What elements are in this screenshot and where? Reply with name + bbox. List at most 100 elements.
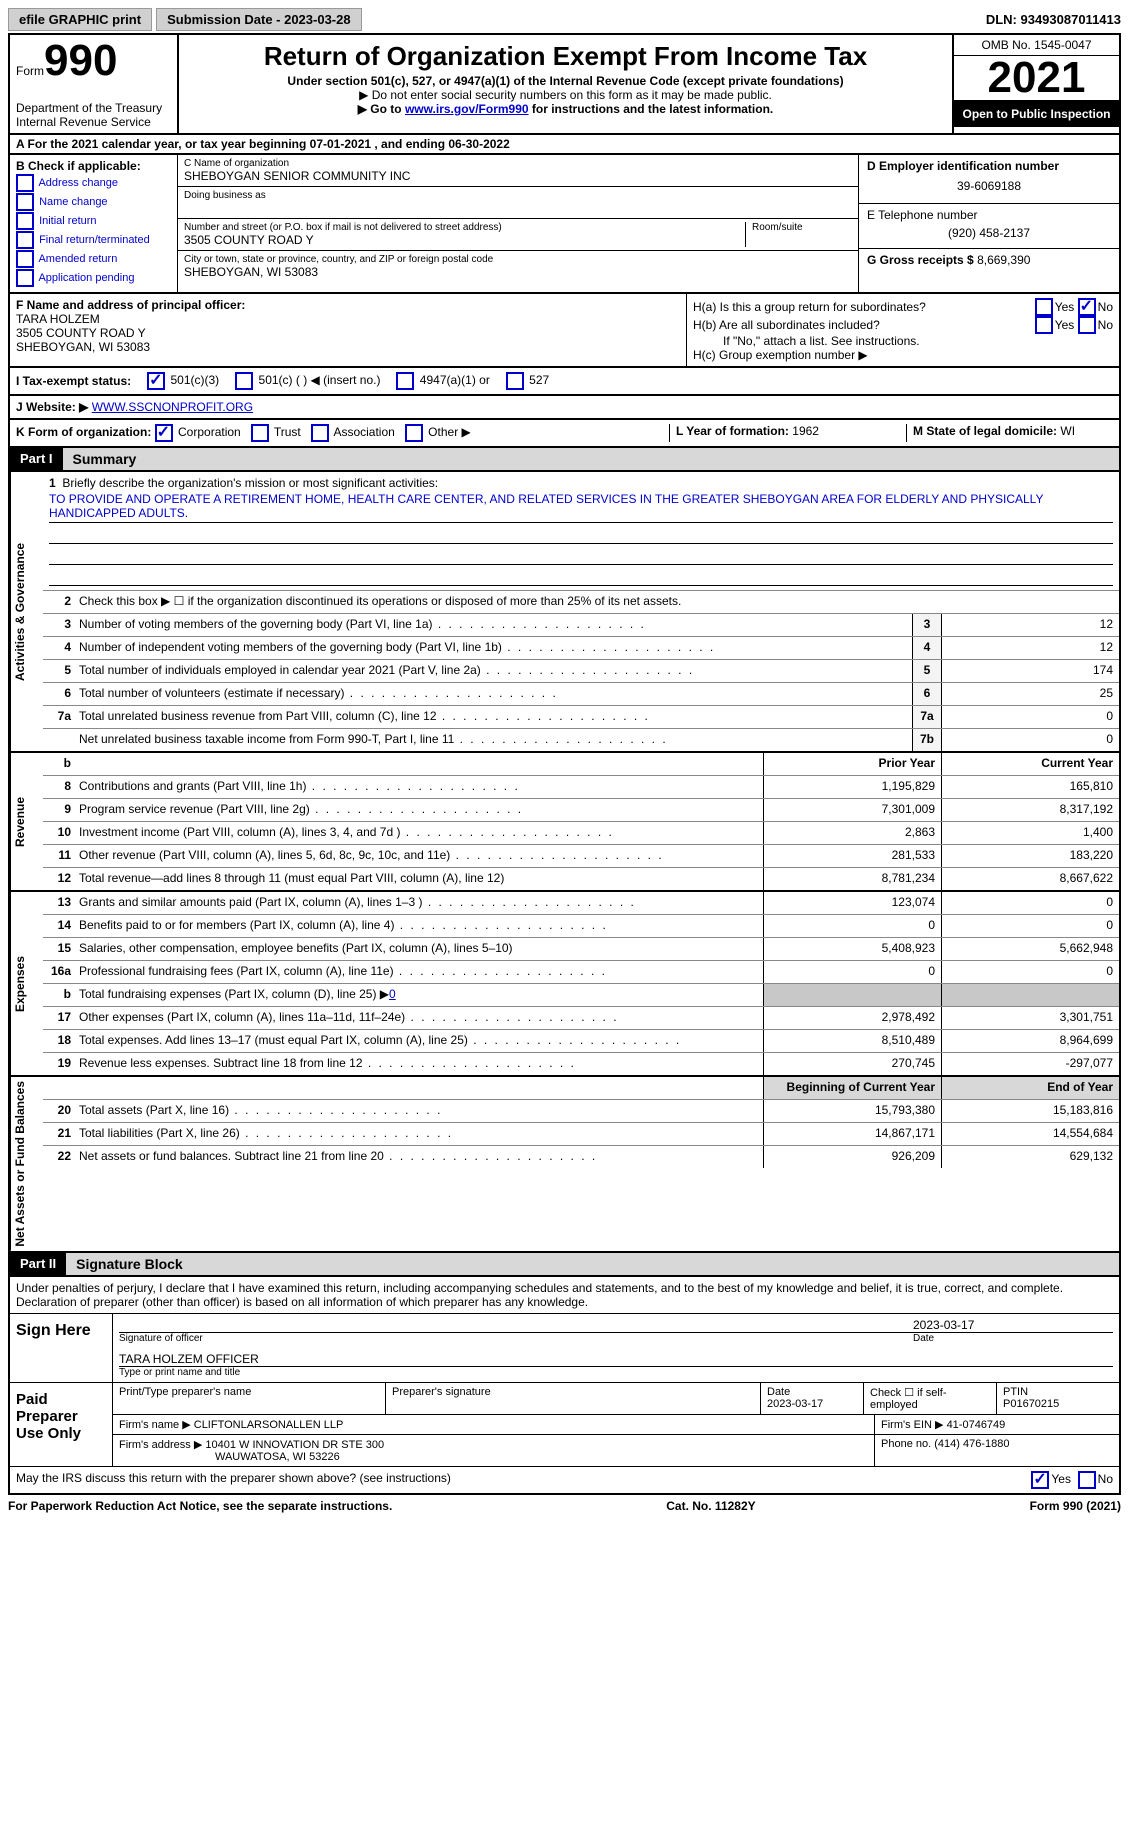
527-check[interactable]	[506, 372, 524, 390]
line-j: J Website: ▶ WWW.SSCNONPROFIT.ORG	[8, 396, 1121, 420]
exp-vlabel: Expenses	[10, 892, 43, 1075]
q1-label: Briefly describe the organization's miss…	[62, 476, 438, 490]
q3-text: Number of voting members of the governin…	[75, 614, 912, 636]
initial-return-check[interactable]	[16, 212, 34, 230]
v7a: 0	[941, 706, 1119, 728]
firm-phone: (414) 476-1880	[934, 1438, 1009, 1450]
ha-label: H(a) Is this a group return for subordin…	[693, 300, 1035, 314]
tax-year: 2021	[954, 56, 1119, 101]
efile-button[interactable]: efile GRAPHIC print	[8, 8, 152, 31]
prior-year-hdr: Prior Year	[763, 753, 941, 775]
irs-link[interactable]: www.irs.gov/Form990	[405, 102, 529, 116]
g-gross-label: G Gross receipts $	[867, 253, 974, 267]
goto-pre: ▶ Go to	[358, 102, 405, 116]
hc-label: H(c) Group exemption number ▶	[693, 348, 1113, 362]
inspection-label: Open to Public Inspection	[954, 101, 1119, 127]
city-state-zip: SHEBOYGAN, WI 53083	[184, 265, 852, 279]
q5-text: Total number of individuals employed in …	[75, 660, 912, 682]
firm-addr1: 10401 W INNOVATION DR STE 300	[205, 1439, 384, 1451]
phone-value: (920) 458-2137	[867, 222, 1111, 244]
section-f-h: F Name and address of principal officer:…	[8, 294, 1121, 368]
penalty-text: Under penalties of perjury, I declare th…	[10, 1277, 1119, 1313]
q7a-text: Total unrelated business revenue from Pa…	[75, 706, 912, 728]
pra-notice: For Paperwork Reduction Act Notice, see …	[8, 1499, 392, 1513]
form-header: Form990 Department of the Treasury Inter…	[8, 33, 1121, 135]
city-label: City or town, state or province, country…	[184, 254, 852, 265]
line-a: A For the 2021 calendar year, or tax yea…	[8, 135, 1121, 155]
discuss-no-check[interactable]	[1078, 1471, 1096, 1489]
rev-vlabel: Revenue	[10, 753, 43, 890]
org-name: SHEBOYGAN SENIOR COMMUNITY INC	[184, 169, 852, 183]
website-link[interactable]: WWW.SSCNONPROFIT.ORG	[92, 400, 253, 414]
ha-yes-check[interactable]	[1035, 298, 1053, 316]
street-address: 3505 COUNTY ROAD Y	[184, 233, 745, 247]
discuss-text: May the IRS discuss this return with the…	[16, 1471, 1031, 1489]
hb-yes-check[interactable]	[1035, 316, 1053, 334]
officer-name-title: TARA HOLZEM OFFICER	[119, 1352, 1113, 1367]
c-name-label: C Name of organization	[184, 158, 852, 169]
gross-receipts: 8,669,390	[977, 253, 1030, 267]
501c-check[interactable]	[235, 372, 253, 390]
4947-check[interactable]	[396, 372, 414, 390]
b-label: B Check if applicable:	[16, 159, 171, 173]
q6-text: Total number of volunteers (estimate if …	[75, 683, 912, 705]
domicile-state: WI	[1060, 424, 1075, 438]
i-label: I Tax-exempt status:	[16, 374, 131, 388]
form-label: Form	[16, 64, 44, 78]
q4-text: Number of independent voting members of …	[75, 637, 912, 659]
part2-title: Signature Block	[66, 1253, 1119, 1275]
curr-year-hdr: Current Year	[941, 753, 1119, 775]
fundraising-link[interactable]: 0	[389, 987, 396, 1001]
j-label: J Website: ▶	[16, 400, 88, 414]
ptin-value: P01670215	[1003, 1398, 1113, 1410]
form-ref: Form 990 (2021)	[1030, 1499, 1121, 1513]
final-return-check[interactable]	[16, 231, 34, 249]
activities-governance-section: Activities & Governance 1 Briefly descri…	[8, 472, 1121, 753]
suite-label: Room/suite	[752, 222, 852, 233]
top-bar: efile GRAPHIC print Submission Date - 20…	[8, 8, 1121, 31]
cat-number: Cat. No. 11282Y	[666, 1499, 755, 1513]
discuss-yes-check[interactable]	[1031, 1471, 1049, 1489]
ha-no-check[interactable]	[1078, 298, 1096, 316]
mission-text: TO PROVIDE AND OPERATE A RETIREMENT HOME…	[49, 490, 1113, 523]
dba-label: Doing business as	[184, 190, 852, 201]
form-number: 990	[44, 36, 117, 85]
q7b-text: Net unrelated business taxable income fr…	[75, 729, 912, 751]
type-name-label: Type or print name and title	[119, 1367, 1113, 1378]
firm-addr2: WAUWATOSA, WI 53226	[215, 1451, 340, 1463]
hb-note: If "No," attach a list. See instructions…	[693, 334, 1113, 348]
dln-label: DLN: 93493087011413	[986, 12, 1121, 27]
corp-check[interactable]	[155, 424, 173, 442]
goto-post: for instructions and the latest informat…	[529, 102, 774, 116]
officer-addr2: SHEBOYGAN, WI 53083	[16, 340, 680, 354]
officer-addr1: 3505 COUNTY ROAD Y	[16, 326, 680, 340]
part2-header: Part II Signature Block	[8, 1253, 1121, 1277]
bcy-hdr: Beginning of Current Year	[763, 1077, 941, 1099]
v5: 174	[941, 660, 1119, 682]
501c3-check[interactable]	[147, 372, 165, 390]
net-vlabel: Net Assets or Fund Balances	[10, 1077, 43, 1251]
addr-change-check[interactable]	[16, 174, 34, 192]
trust-check[interactable]	[251, 424, 269, 442]
part1-header: Part I Summary	[8, 448, 1121, 472]
app-pending-check[interactable]	[16, 269, 34, 287]
name-change-check[interactable]	[16, 193, 34, 211]
hb-no-check[interactable]	[1078, 316, 1096, 334]
k-label: K Form of organization:	[16, 425, 151, 439]
part2-tag: Part II	[10, 1253, 66, 1275]
net-assets-section: Net Assets or Fund Balances Beginning of…	[8, 1077, 1121, 1253]
expenses-section: Expenses 13Grants and similar amounts pa…	[8, 892, 1121, 1077]
amended-check[interactable]	[16, 250, 34, 268]
paid-preparer-label: Paid Preparer Use Only	[10, 1383, 113, 1466]
v7b: 0	[941, 729, 1119, 751]
part1-title: Summary	[63, 448, 1119, 470]
m-label: M State of legal domicile:	[913, 424, 1057, 438]
dept-label: Department of the Treasury Internal Reve…	[16, 101, 171, 129]
assoc-check[interactable]	[311, 424, 329, 442]
v3: 12	[941, 614, 1119, 636]
submission-button[interactable]: Submission Date - 2023-03-28	[156, 8, 362, 31]
section-b-c-d: B Check if applicable: Address change Na…	[8, 155, 1121, 294]
other-check[interactable]	[405, 424, 423, 442]
date-label: Date	[905, 1333, 1113, 1344]
part1-tag: Part I	[10, 448, 63, 470]
